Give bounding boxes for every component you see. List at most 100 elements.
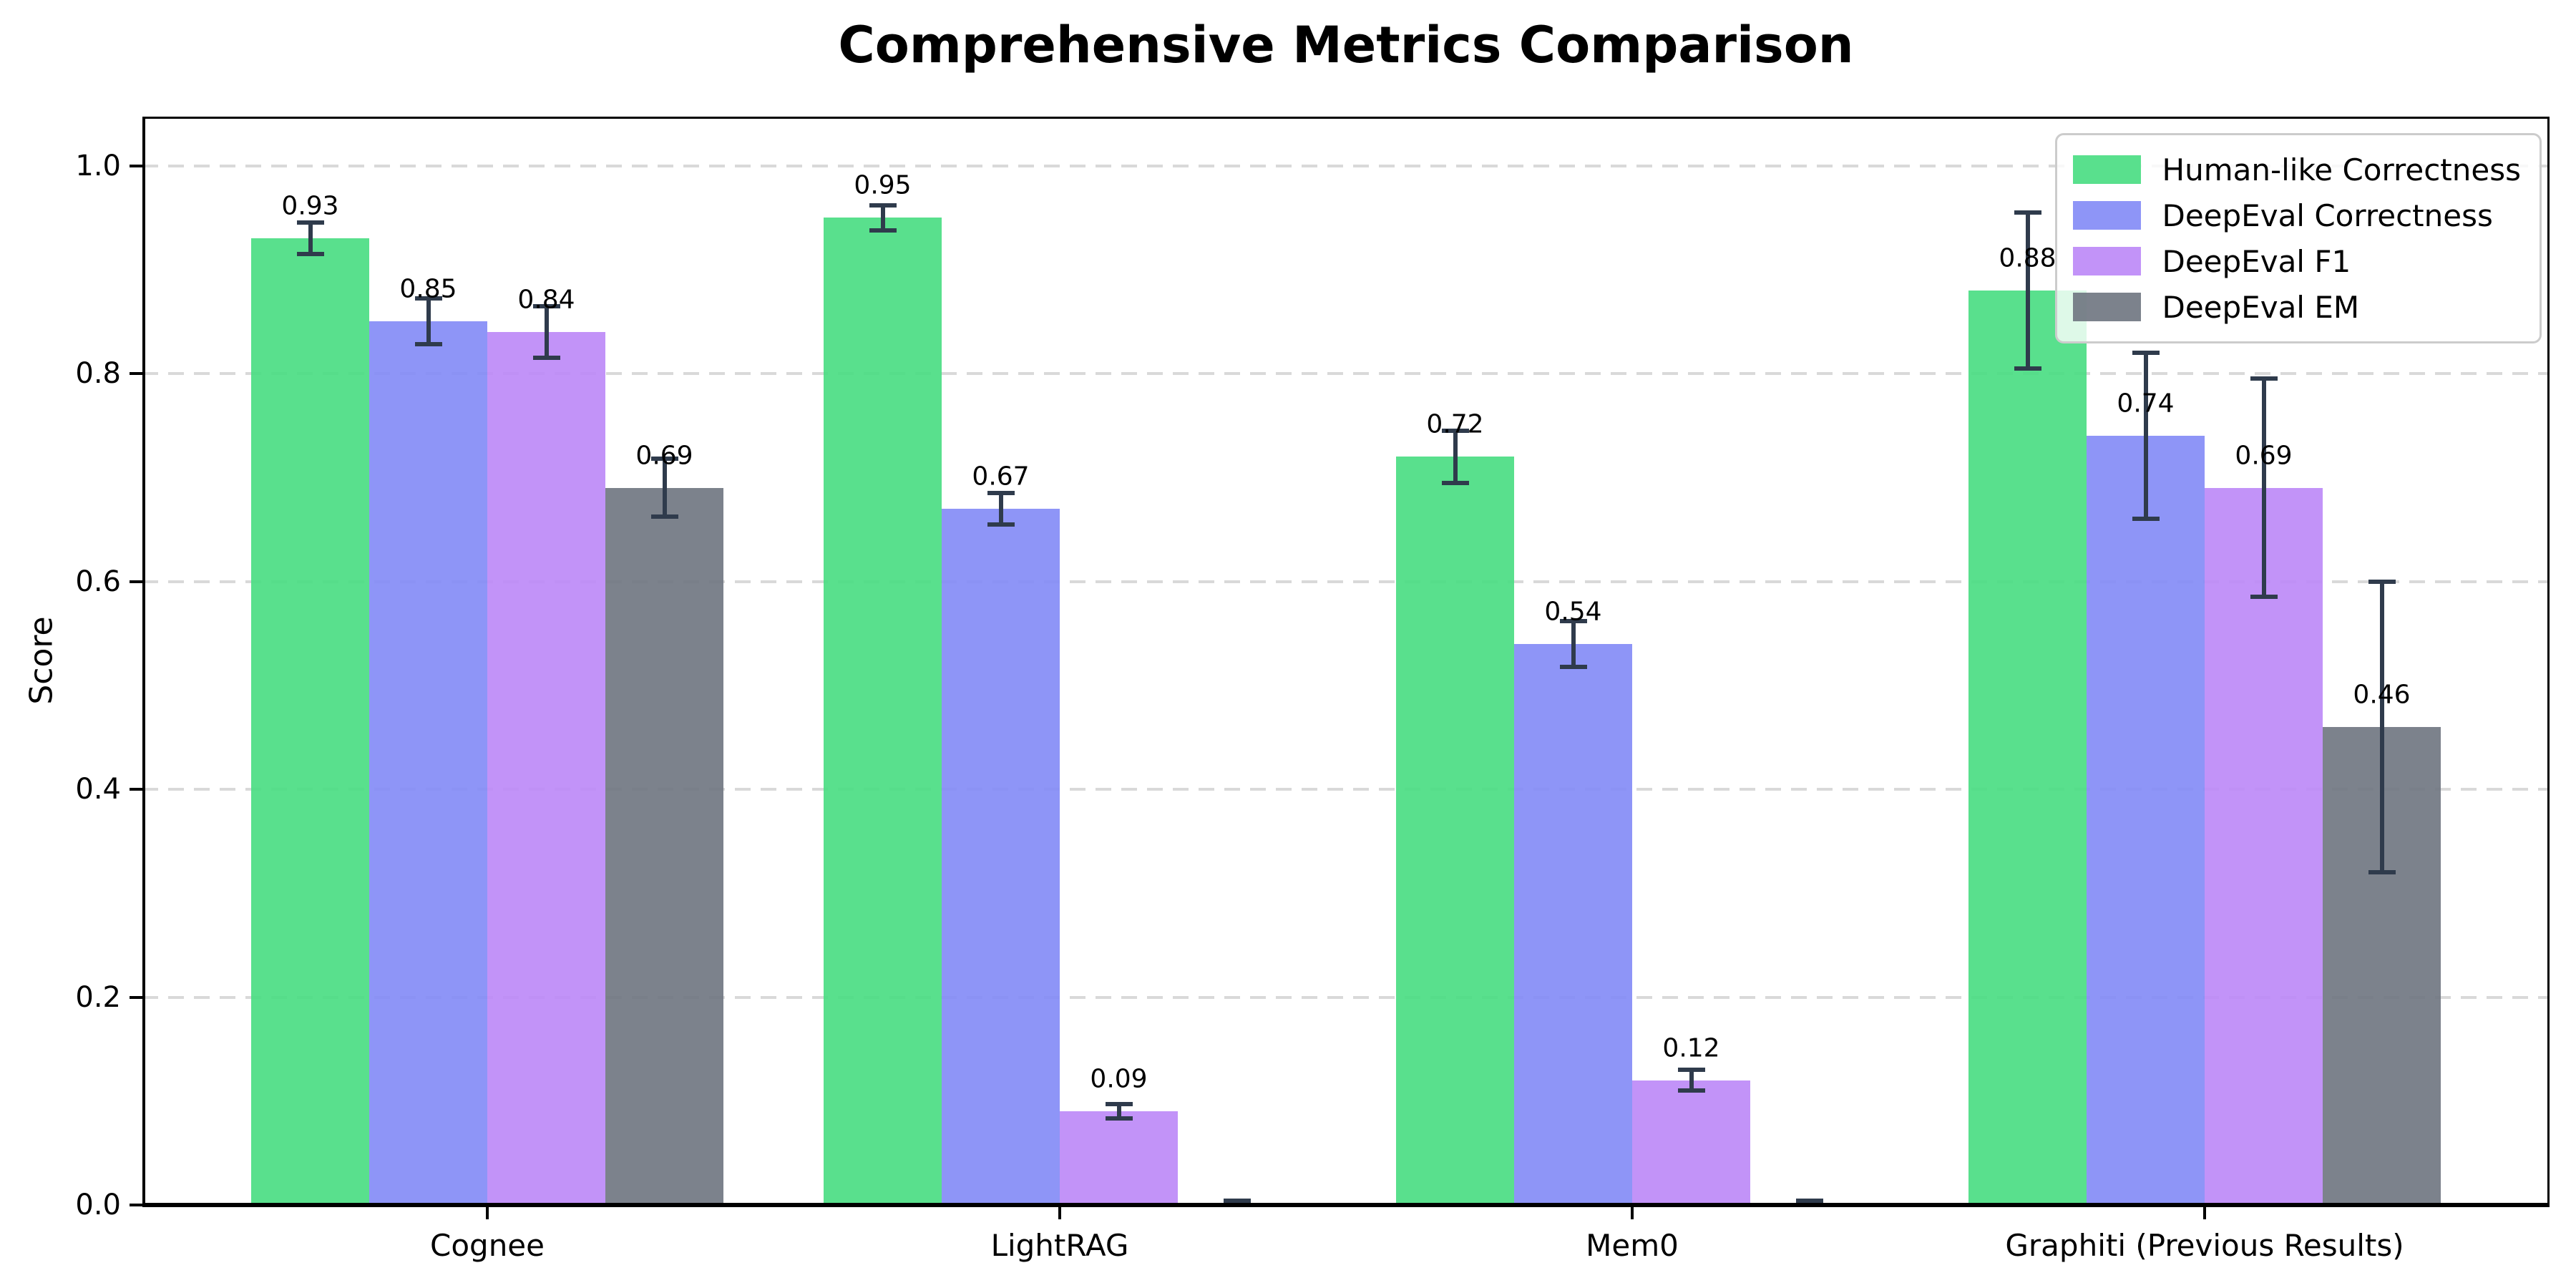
- error-bar-cap: [1441, 480, 1469, 485]
- bar-value-label: 0.85: [399, 274, 457, 304]
- x-tick-mark: [1631, 1205, 1634, 1219]
- bar-value-label: 0.74: [2117, 389, 2175, 419]
- y-tick-label: 0.8: [75, 357, 121, 390]
- bar-value-label: 0.67: [972, 462, 1030, 492]
- legend-swatch: [2072, 293, 2141, 321]
- x-tick-label: Mem0: [1586, 1228, 1679, 1263]
- error-bar-cap: [1559, 664, 1587, 669]
- error-bar-cap: [1677, 1068, 1705, 1073]
- error-bar-cap: [1677, 1088, 1705, 1093]
- error-bar: [2379, 581, 2384, 873]
- x-tick-mark: [1058, 1205, 1061, 1219]
- legend-label: DeepEval F1: [2162, 243, 2351, 279]
- error-bar-cap: [1105, 1116, 1133, 1121]
- error-bar-cap: [1441, 428, 1469, 433]
- bar: [251, 238, 369, 1205]
- plot-area: [142, 117, 2550, 1205]
- error-bar-cap: [1105, 1102, 1133, 1107]
- error-bar: [1571, 620, 1576, 667]
- error-bar: [2143, 352, 2148, 519]
- error-bar-cap: [1795, 1199, 1823, 1204]
- axis-spine-right: [2547, 117, 2550, 1205]
- y-tick-mark: [130, 1204, 142, 1206]
- error-bar-cap: [869, 203, 897, 208]
- y-tick-mark: [130, 995, 142, 999]
- gridline: [142, 580, 2550, 583]
- x-tick-label: LightRAG: [990, 1228, 1129, 1263]
- legend-label: Human-like Correctness: [2162, 152, 2522, 187]
- error-bar: [662, 459, 667, 517]
- error-bar-cap: [650, 514, 678, 519]
- error-bar-cap: [869, 228, 897, 233]
- legend-item: DeepEval EM: [2072, 284, 2522, 330]
- bar-value-label: 0.12: [1662, 1033, 1720, 1063]
- axis-spine-bottom: [142, 1203, 2550, 1207]
- bar: [824, 218, 942, 1205]
- x-tick-label: Graphiti (Previous Results): [2005, 1228, 2404, 1263]
- error-bar: [1116, 1104, 1121, 1119]
- error-bar-cap: [2132, 350, 2160, 355]
- bar: [1514, 643, 1632, 1205]
- legend-swatch: [2072, 155, 2141, 184]
- x-tick-label: Cognee: [430, 1228, 545, 1263]
- legend-label: DeepEval EM: [2162, 289, 2360, 325]
- legend-swatch: [2072, 247, 2141, 275]
- gridline: [142, 788, 2550, 791]
- y-tick-label: 0.2: [75, 980, 121, 1014]
- error-bar: [2025, 212, 2030, 369]
- error-bar: [1453, 430, 1458, 483]
- y-axis-label: Score: [23, 616, 60, 705]
- legend: Human-like Correctness DeepEval Correctne…: [2054, 133, 2542, 343]
- x-tick-mark: [486, 1205, 489, 1219]
- y-tick-mark: [130, 164, 142, 167]
- error-bar-cap: [296, 251, 324, 256]
- y-tick-label: 0.0: [75, 1189, 121, 1221]
- bar-value-label: 0.69: [635, 441, 693, 471]
- error-bar-cap: [1223, 1199, 1251, 1204]
- y-tick-mark: [130, 580, 142, 583]
- bar: [487, 331, 605, 1205]
- bar-value-label: 0.84: [517, 285, 575, 315]
- error-bar-cap: [414, 342, 442, 347]
- error-bar-cap: [650, 457, 678, 462]
- bar-value-label: 0.69: [2235, 441, 2293, 471]
- error-bar-cap: [1559, 618, 1587, 623]
- error-bar-cap: [414, 296, 442, 301]
- error-bar-cap: [532, 303, 560, 308]
- error-bar-cap: [2250, 376, 2278, 381]
- error-bar-cap: [987, 522, 1015, 527]
- y-tick-mark: [130, 372, 142, 375]
- error-bar-cap: [2368, 579, 2396, 584]
- legend-swatch: [2072, 201, 2141, 230]
- error-bar: [880, 205, 885, 230]
- error-bar-cap: [2368, 870, 2396, 875]
- chart-title: Comprehensive Metrics Comparison: [838, 16, 1854, 74]
- bar: [605, 487, 723, 1205]
- error-bar-cap: [2014, 366, 2041, 371]
- legend-item: Human-like Correctness: [2072, 147, 2522, 192]
- gridline: [142, 164, 2550, 167]
- error-bar-cap: [532, 356, 560, 361]
- axis-spine-top: [142, 117, 2550, 119]
- bar-value-label: 0.88: [1999, 243, 2057, 273]
- bar-value-label: 0.54: [1544, 597, 1602, 627]
- legend-label: DeepEval Correctness: [2162, 197, 2493, 233]
- bar: [1396, 457, 1514, 1205]
- y-tick-label: 0.4: [75, 773, 121, 806]
- bar-value-label: 0.95: [854, 170, 912, 200]
- bar: [2087, 436, 2205, 1205]
- error-bar: [426, 298, 431, 345]
- y-tick-label: 0.6: [75, 565, 121, 598]
- legend-item: DeepEval F1: [2072, 238, 2522, 284]
- error-bar: [998, 493, 1003, 525]
- error-bar-cap: [2250, 595, 2278, 600]
- bar: [1632, 1080, 1750, 1205]
- error-bar: [1689, 1070, 1694, 1091]
- y-tick-mark: [130, 788, 142, 791]
- error-bar-cap: [987, 491, 1015, 496]
- bar-value-label: 0.72: [1426, 409, 1484, 439]
- error-bar-cap: [2132, 517, 2160, 522]
- bar: [1968, 290, 2087, 1205]
- gridline: [142, 995, 2550, 999]
